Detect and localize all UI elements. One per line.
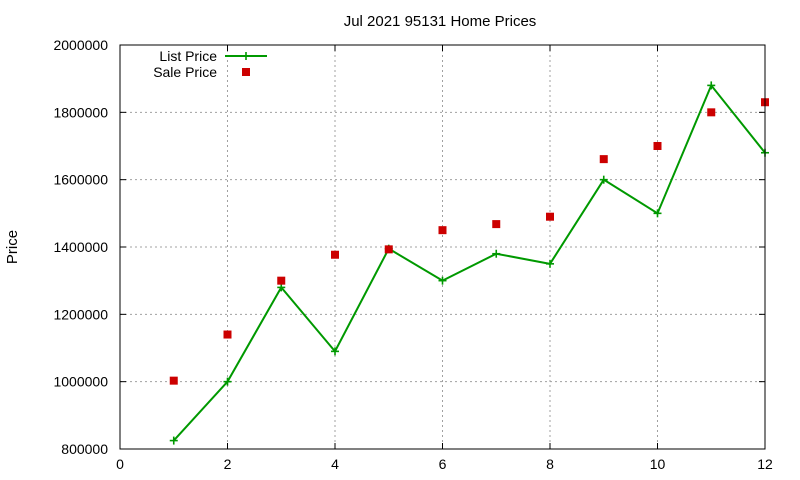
legend-entry: Sale Price xyxy=(153,64,250,80)
data-point xyxy=(707,81,716,90)
data-point xyxy=(546,212,554,221)
y-tick-label: 2000000 xyxy=(53,37,108,53)
y-tick-label: 1400000 xyxy=(53,239,108,255)
data-point xyxy=(546,259,554,268)
data-point xyxy=(223,330,232,339)
y-tick-label: 1000000 xyxy=(53,374,108,390)
chart-title: Jul 2021 95131 Home Prices xyxy=(344,13,537,30)
x-tick-label: 12 xyxy=(757,456,773,472)
data-point xyxy=(599,175,608,184)
data-point xyxy=(169,436,178,445)
data-point xyxy=(438,276,447,285)
x-tick-label: 10 xyxy=(650,456,666,472)
data-point xyxy=(492,249,501,258)
y-tick-label: 1600000 xyxy=(53,172,108,188)
data-point xyxy=(653,142,662,150)
data-point xyxy=(331,347,339,356)
plot-frame xyxy=(119,44,766,450)
grid-lines xyxy=(120,45,765,449)
tick-labels: 0 2 4 6 8 10 12 800000 1000000 1200000 1400000 1600… xyxy=(53,37,773,472)
x-tick-label: 4 xyxy=(331,456,339,472)
data-point xyxy=(169,376,178,385)
data-point xyxy=(331,250,339,259)
data-point xyxy=(384,245,393,254)
y-tick-label: 1800000 xyxy=(53,104,108,120)
data-point xyxy=(277,276,286,285)
y-tick-label: 1200000 xyxy=(53,306,108,322)
data-point xyxy=(492,220,501,229)
legend-label: Sale Price xyxy=(153,64,217,80)
series-sale-price xyxy=(169,98,769,385)
legend-marker xyxy=(242,68,250,76)
series-layer xyxy=(169,81,769,445)
y-tick-label: 800000 xyxy=(61,441,108,457)
series-line xyxy=(173,83,766,442)
data-point xyxy=(223,377,232,386)
legend-label: List Price xyxy=(159,48,217,64)
y-axis-label: Price xyxy=(4,230,21,264)
data-point xyxy=(277,283,286,292)
x-tick-label: 2 xyxy=(224,456,232,472)
series-list-price xyxy=(169,81,769,445)
x-tick-label: 8 xyxy=(546,456,554,472)
x-tick-label: 0 xyxy=(116,456,124,472)
legend-entry: List Price xyxy=(159,48,267,64)
data-point xyxy=(438,226,447,235)
data-point xyxy=(599,155,608,164)
data-point xyxy=(653,209,662,218)
x-tick-label: 6 xyxy=(439,456,447,472)
data-point xyxy=(707,108,716,117)
legend-marker xyxy=(242,52,250,60)
